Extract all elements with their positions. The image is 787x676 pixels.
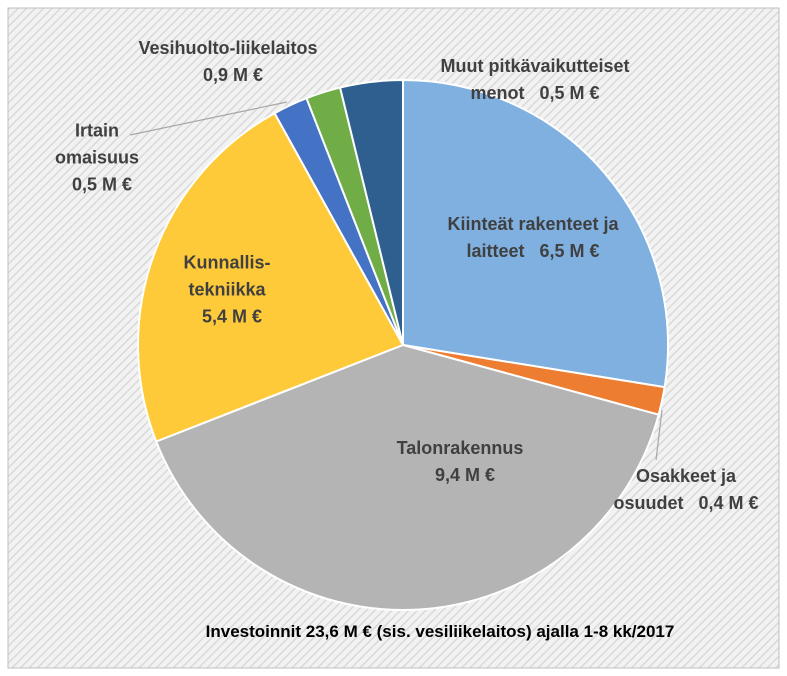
category-label: Muut pitkävaikutteiset menot — [440, 56, 630, 103]
value-label: 0,9 M € — [202, 65, 264, 85]
slice-label: Osakkeet ja osuudet 0,4 M € — [599, 463, 774, 517]
category-label: Osakkeet ja osuudet — [613, 466, 737, 513]
pie-slice — [402, 78, 669, 389]
pie-slice — [154, 343, 660, 611]
value-label: 5,4 M € — [201, 306, 263, 327]
value-label: 0,5 M € — [539, 83, 600, 103]
slice-label: Irtain omaisuus 0,5 M € — [32, 118, 162, 199]
pie-slice — [137, 111, 405, 443]
pie-slice — [338, 78, 404, 346]
leader-line — [655, 409, 663, 461]
value-label: 0,4 M € — [698, 493, 759, 513]
leader-line — [129, 101, 288, 136]
slice-label: Muut pitkävaikutteiset menot 0,5 M € — [440, 53, 630, 107]
value-label: 6,5 M € — [539, 241, 600, 261]
value-label: 9,4 M € — [434, 465, 496, 485]
category-label: Kunnallis-tekniikka — [183, 252, 271, 300]
slice-label: Vesihuolto-liikelaitos 0,9 M € — [138, 35, 318, 89]
slice-label: Kunnallis-tekniikka 5,4 M € — [167, 250, 287, 331]
category-label: Vesihuolto-liikelaitos — [138, 38, 318, 58]
value-label: 0,5 M € — [71, 174, 133, 195]
slice-label: Talonrakennus 9,4 M € — [390, 435, 530, 489]
category-label: Kiinteät rakenteet ja laitteet — [447, 214, 619, 261]
category-label: Talonrakennus — [396, 438, 524, 458]
category-label: Irtain omaisuus — [54, 120, 140, 168]
chart-title: Investoinnit 23,6 M € (sis. vesiliikelai… — [205, 622, 675, 641]
slice-label: Kiinteät rakenteet ja laitteet 6,5 M € — [418, 211, 648, 265]
